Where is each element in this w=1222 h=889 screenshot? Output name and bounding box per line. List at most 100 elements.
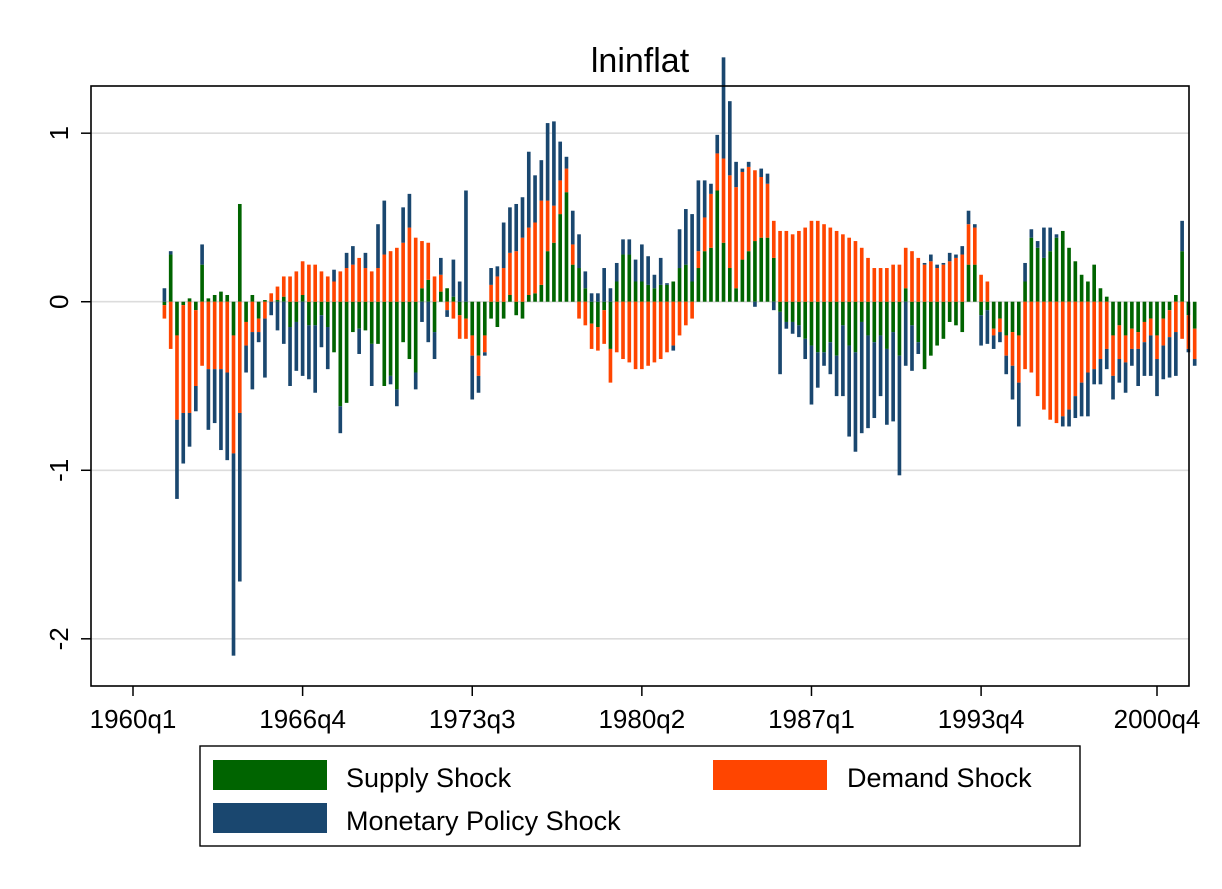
bar-monetary [596, 293, 600, 302]
bar-monetary [1123, 362, 1128, 393]
bar-supply [457, 301, 462, 316]
bar-demand [803, 227, 808, 302]
legend-swatch-demand [713, 760, 827, 790]
bar-supply [482, 301, 487, 336]
bar-supply [275, 300, 280, 302]
bar-supply [966, 264, 971, 302]
bar-supply [464, 301, 468, 319]
bar-monetary [545, 123, 550, 201]
bar-demand [1023, 301, 1027, 370]
bar-demand [853, 241, 858, 302]
bar-supply [658, 284, 663, 302]
bar-monetary [294, 321, 299, 371]
bar-supply [307, 301, 311, 326]
bar-monetary [332, 269, 336, 282]
bar-demand [947, 261, 952, 302]
bar-demand [294, 271, 299, 302]
bar-monetary [746, 161, 751, 167]
bar-supply [256, 301, 261, 319]
bar-monetary [225, 372, 230, 461]
bar-monetary [815, 352, 820, 388]
bar-supply [1016, 301, 1021, 336]
bar-supply [702, 251, 707, 302]
bar-demand [476, 355, 481, 376]
bar-supply [1079, 274, 1084, 302]
bar-monetary [872, 342, 877, 419]
bar-monetary [325, 327, 330, 370]
bar-demand [690, 301, 694, 319]
bar-demand [596, 327, 600, 351]
x-tick-label: 1973q3 [429, 704, 516, 734]
bar-supply [709, 247, 713, 302]
bar-demand [1073, 301, 1078, 397]
bar-monetary [684, 209, 688, 265]
bar-monetary [426, 301, 431, 343]
bar-monetary [696, 180, 701, 252]
bar-demand [614, 301, 619, 353]
bar-demand [583, 301, 588, 326]
bar-monetary [778, 311, 782, 375]
bar-monetary [847, 345, 851, 437]
bar-demand [338, 271, 343, 302]
bar-supply [784, 301, 789, 322]
bar-supply [746, 251, 751, 302]
bar-supply [652, 288, 657, 302]
bar-supply [847, 301, 851, 346]
bar-demand [922, 264, 927, 302]
bar-demand [652, 301, 657, 363]
bar-monetary [1016, 382, 1021, 427]
bar-demand [658, 301, 663, 360]
bar-demand [194, 310, 198, 386]
bar-supply [602, 301, 606, 311]
bar-supply [715, 190, 720, 302]
bar-monetary [885, 348, 889, 425]
bar-demand [1136, 332, 1140, 349]
bar-monetary [564, 156, 569, 169]
bar-monetary [841, 325, 845, 397]
bar-supply [514, 301, 519, 316]
bar-supply [866, 301, 870, 336]
bar-demand [457, 315, 462, 339]
bar-monetary [357, 328, 361, 354]
bar-demand [413, 237, 418, 302]
bar-monetary [1136, 348, 1140, 386]
bar-monetary [1042, 227, 1046, 258]
bar-demand [426, 242, 431, 280]
bar-demand [244, 321, 248, 346]
bar-monetary [878, 335, 883, 397]
bar-demand [771, 220, 776, 258]
bar-supply [759, 237, 764, 302]
bar-demand [1010, 332, 1015, 366]
bar-demand [319, 271, 324, 302]
bar-monetary [307, 325, 311, 380]
bar-demand [577, 301, 581, 319]
bar-monetary [395, 389, 399, 407]
bar-demand [790, 234, 795, 302]
bar-supply [684, 264, 688, 302]
bar-monetary [187, 412, 192, 447]
bar-supply [181, 301, 186, 306]
bar-supply [319, 301, 324, 316]
bar-demand [181, 305, 186, 413]
bar-supply [665, 284, 669, 302]
bar-monetary [1111, 375, 1115, 400]
bar-monetary [602, 268, 606, 302]
bar-supply [778, 301, 782, 312]
bar-supply [727, 268, 732, 302]
bar-monetary [834, 355, 839, 397]
legend-swatch-supply [213, 760, 327, 790]
bar-supply [351, 301, 355, 333]
bar-monetary [1004, 355, 1009, 375]
bar-demand [677, 301, 682, 336]
bar-demand [376, 268, 380, 302]
bar-supply [815, 301, 820, 353]
bars [162, 57, 1197, 656]
bar-monetary [627, 239, 632, 255]
bar-monetary [910, 325, 914, 371]
bar-demand [809, 220, 814, 302]
bar-supply [495, 301, 500, 328]
bar-monetary [495, 266, 500, 277]
bar-demand [407, 227, 412, 302]
bar-demand [250, 301, 255, 333]
bar-monetary [1092, 369, 1096, 385]
